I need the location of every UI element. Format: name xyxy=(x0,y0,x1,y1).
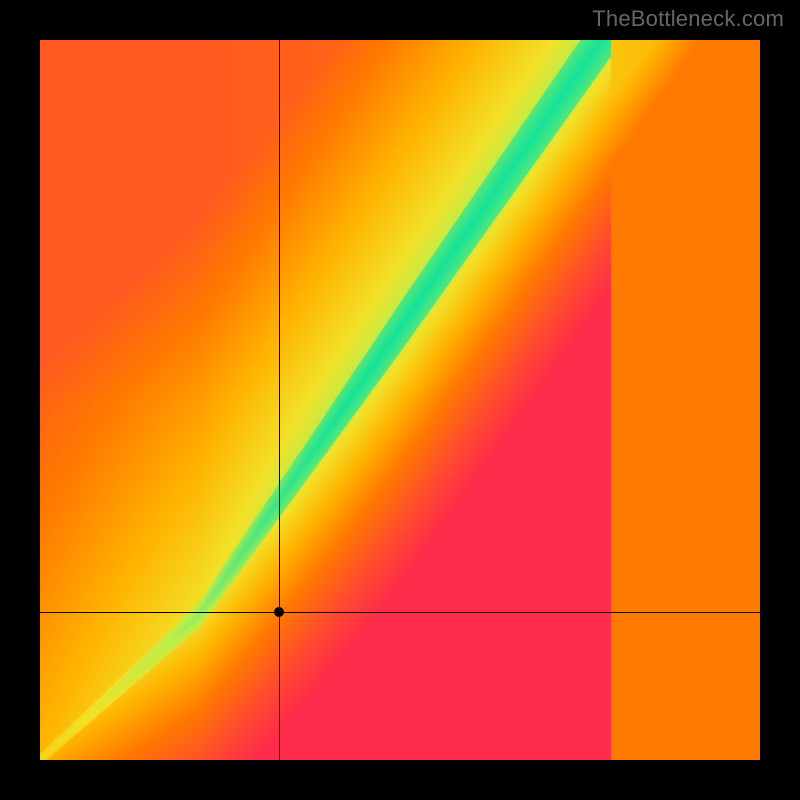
crosshair-vertical xyxy=(279,40,280,760)
crosshair-horizontal xyxy=(40,612,760,613)
crosshair-marker xyxy=(274,607,284,617)
heatmap-canvas xyxy=(40,40,760,760)
watermark-text: TheBottleneck.com xyxy=(592,6,784,32)
plot-area xyxy=(40,40,760,760)
chart-container: TheBottleneck.com xyxy=(0,0,800,800)
